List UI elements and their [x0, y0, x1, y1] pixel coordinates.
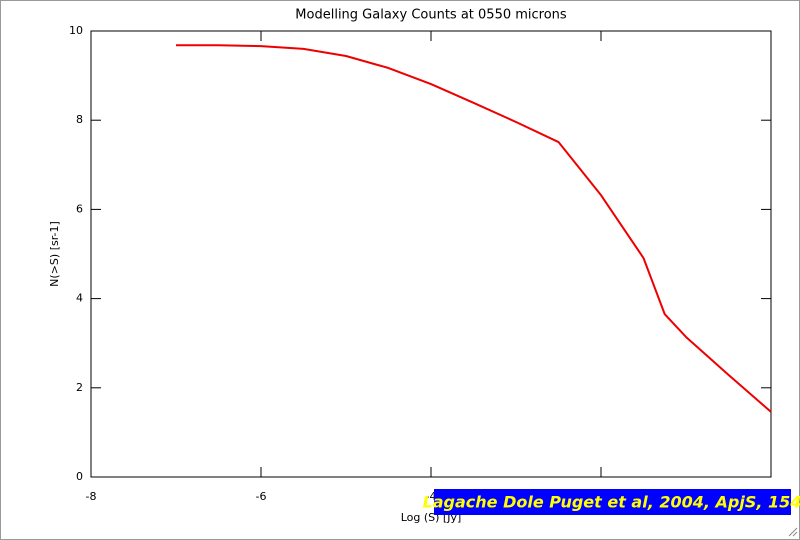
- chart-title: Modelling Galaxy Counts at 0550 microns: [295, 8, 567, 23]
- y-tick-label: 0: [76, 470, 83, 483]
- annotation: Lagache Dole Puget et al, 2004, ApjS, 15…: [423, 493, 800, 512]
- line-series: [176, 44, 772, 413]
- y-tick-label: 8: [76, 113, 83, 126]
- annotation-box: [434, 489, 791, 515]
- resize-grip: [788, 527, 798, 537]
- y-axis-label: N(>S) [sr-1]: [48, 221, 61, 287]
- y-tick-label: 6: [76, 202, 83, 215]
- y-tick-label: 10: [69, 24, 83, 37]
- x-tick-label: -6: [256, 490, 267, 503]
- x-tick-label: -4: [426, 490, 437, 503]
- y-tick-label: 4: [76, 292, 83, 305]
- x-tick-label: -8: [86, 490, 97, 503]
- y-tick-label: 2: [76, 381, 83, 394]
